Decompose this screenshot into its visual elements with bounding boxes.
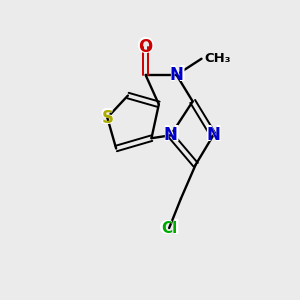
Text: Cl: Cl xyxy=(159,218,180,238)
Text: N: N xyxy=(162,125,179,145)
Text: N: N xyxy=(206,126,220,144)
Text: N: N xyxy=(169,66,183,84)
Text: S: S xyxy=(101,109,113,127)
Text: N: N xyxy=(205,125,222,145)
Text: S: S xyxy=(100,108,115,127)
Text: N: N xyxy=(164,126,178,144)
Text: Cl: Cl xyxy=(161,220,177,236)
Text: O: O xyxy=(139,38,153,56)
Text: O: O xyxy=(137,37,154,57)
Text: CH₃: CH₃ xyxy=(205,52,231,65)
Text: N: N xyxy=(168,65,185,85)
